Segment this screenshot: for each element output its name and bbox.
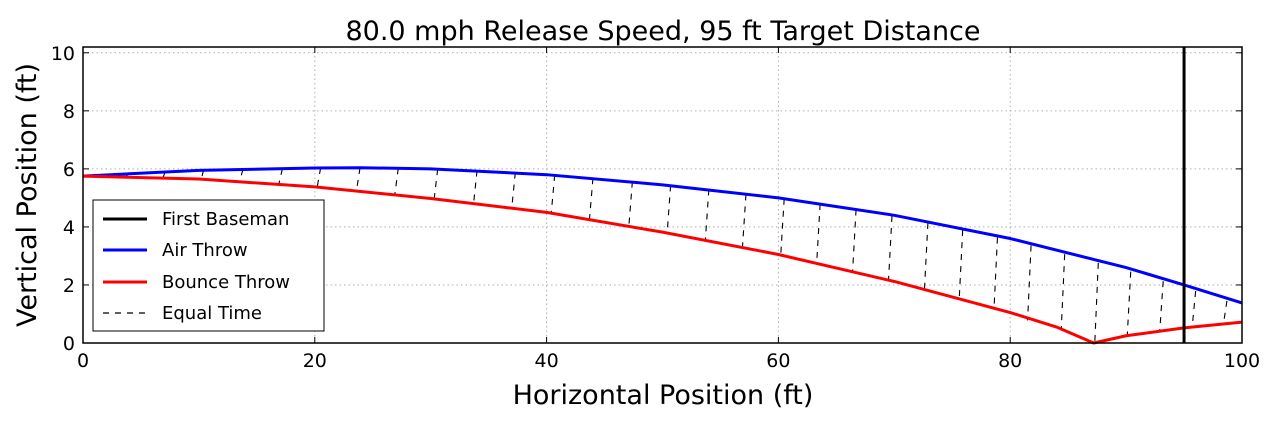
y-tick-label: 8 bbox=[63, 101, 75, 123]
equal-time-segment bbox=[628, 181, 633, 226]
x-tick-label: 80 bbox=[998, 350, 1022, 372]
x-axis-label: Horizontal Position (ft) bbox=[513, 380, 814, 411]
x-tick-label: 40 bbox=[535, 350, 559, 372]
y-tick-label: 2 bbox=[63, 275, 75, 297]
legend-box bbox=[92, 199, 325, 332]
equal-time-segment bbox=[780, 198, 785, 256]
x-tick-label: 60 bbox=[766, 350, 790, 372]
equal-time-segment bbox=[511, 172, 516, 208]
x-tick-label: 20 bbox=[303, 350, 327, 372]
x-tick-label: 0 bbox=[77, 350, 89, 372]
equal-time-segment bbox=[278, 168, 283, 185]
equal-time-segment bbox=[1027, 245, 1032, 321]
equal-time-segment bbox=[1159, 281, 1164, 332]
air-throw-line bbox=[82, 166, 1243, 305]
y-axis-label: Vertical Position (ft) bbox=[12, 63, 43, 327]
equal-time-segment bbox=[355, 167, 361, 191]
legend-label-first-baseman: First Baseman bbox=[162, 209, 289, 230]
equal-time-segment bbox=[923, 222, 929, 290]
equal-time-segment bbox=[1126, 271, 1132, 336]
equal-time-segment bbox=[741, 194, 747, 248]
chart-title: 80.0 mph Release Speed, 95 ft Target Dis… bbox=[345, 16, 980, 47]
equal-time-segment bbox=[666, 185, 672, 234]
equal-time-segment bbox=[394, 168, 399, 196]
equal-time-segment bbox=[1222, 300, 1228, 324]
equal-time-segment bbox=[704, 189, 710, 240]
equal-time-segment bbox=[238, 169, 244, 182]
equal-time-segment bbox=[200, 170, 205, 180]
equal-time-segment bbox=[1191, 291, 1197, 328]
bounce-throw-line bbox=[82, 174, 1243, 345]
equal-time-segment bbox=[887, 215, 893, 281]
plot-area bbox=[82, 47, 1243, 345]
equal-time-segment bbox=[433, 169, 439, 199]
equal-time-segment bbox=[550, 174, 556, 214]
equal-time-segment bbox=[473, 170, 478, 204]
equal-time-segment bbox=[852, 209, 857, 272]
equal-time-segment bbox=[588, 178, 594, 220]
equal-time-segment bbox=[1094, 262, 1099, 343]
legend-label-equal-time: Equal Time bbox=[162, 303, 262, 324]
x-tick-label: 100 bbox=[1224, 350, 1260, 372]
legend-label-bounce-throw: Bounce Throw bbox=[162, 272, 290, 293]
ticks: 0 20 40 60 80 100 0 2 4 6 8 10 bbox=[51, 43, 1260, 372]
equal-time-segment bbox=[816, 203, 821, 264]
plot-frame bbox=[82, 46, 1243, 344]
equal-time-segment bbox=[1060, 254, 1066, 331]
equal-time-segment bbox=[993, 237, 999, 310]
legend: First Baseman Air Throw Bounce Throw Equ… bbox=[92, 199, 325, 332]
y-tick-label: 4 bbox=[63, 217, 75, 239]
y-tick-label: 10 bbox=[51, 43, 75, 65]
equal-time-segment bbox=[958, 230, 964, 300]
y-tick-label: 0 bbox=[63, 333, 75, 355]
y-tick-label: 6 bbox=[63, 159, 75, 181]
equal-time-segment bbox=[316, 167, 322, 188]
legend-label-air-throw: Air Throw bbox=[162, 240, 248, 261]
